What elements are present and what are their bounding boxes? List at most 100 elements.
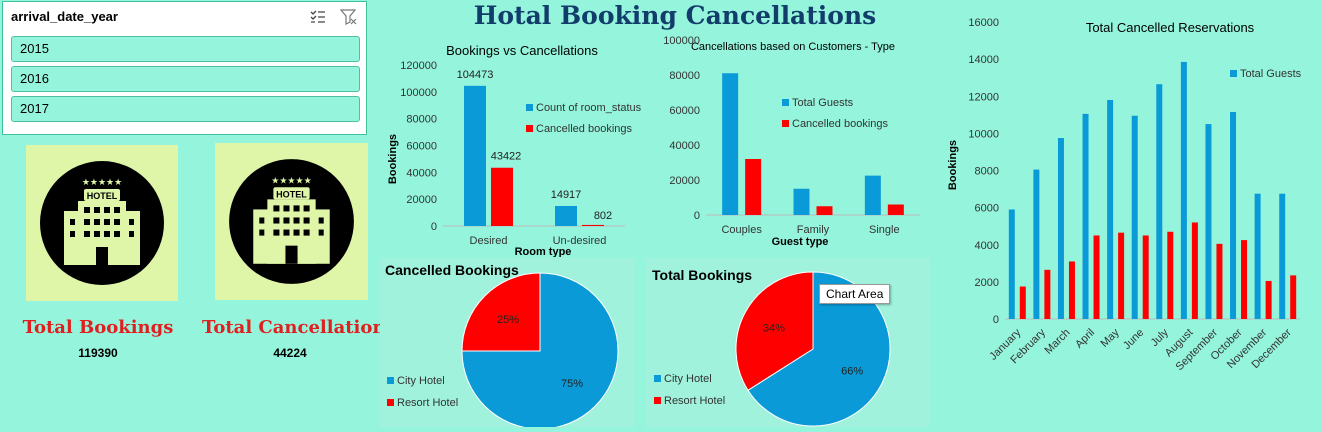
x-tick-label: Single [869,224,900,236]
bar-1-2 [887,204,904,215]
pie-legend-swatch-1 [387,399,394,406]
slicer-item-2016[interactable]: 2016 [11,66,360,92]
y-tick-label: 0 [993,314,999,326]
bar-0-1 [793,188,810,215]
pie-value-label-1: 25% [497,314,519,326]
hotel-building-icon: ★★★★★ HOTEL [40,161,164,285]
chart-title: Bookings vs Cancellations [446,43,598,58]
bar-1-5 [1142,235,1149,319]
slicer-item-2017[interactable]: 2017 [11,96,360,122]
room-type-chart: Bookings vs Cancellations 0 20000 40000 6000… [387,43,642,258]
y-tick-label: 16000 [968,17,999,29]
pie-title: Cancelled Bookings [385,262,519,278]
pie-legend-entry-1: Resort Hotel [664,395,725,407]
bar-1-11 [1290,275,1297,319]
guest-type-chart-panel[interactable]: Cancellations based on Customers - Type 0… [648,32,925,252]
bar-0-1 [555,205,577,226]
bar-0-8 [1205,124,1212,319]
bar-1-10 [1265,280,1272,319]
bar-0-0 [1008,209,1015,319]
bar-0-0 [722,73,739,215]
legend-entry-0: Total Guests [1240,68,1302,80]
y-axis-label: Bookings [947,140,959,190]
bar-0-6 [1156,84,1163,319]
bar-0-4 [1107,99,1114,320]
x-tick-label: June [1121,327,1146,352]
legend-swatch-0 [1230,70,1237,77]
total-bookings-card: ★★★★★ HOTEL [26,145,178,301]
svg-text:HOTEL: HOTEL [276,189,307,199]
total-cancellations-label: Total Cancellations [202,317,396,338]
x-tick-label: May [1099,326,1123,350]
x-tick-label: April [1073,327,1097,351]
bar-0-1 [1033,169,1040,319]
legend-entry-1: Cancelled bookings [792,118,889,130]
total-cancellations-card: ★★★★★ HOTEL [215,143,368,300]
pie-slice-1 [461,272,541,352]
legend-entry-1: Cancelled bookings [536,123,633,135]
cancelled-pie-panel[interactable]: Cancelled Bookings 75% 25% City Hotel Resort… [380,258,635,430]
x-tick-label: Desired [470,235,508,247]
slicer-item-2015[interactable]: 2015 [11,36,360,62]
pie-value-label-0: 66% [841,366,863,378]
monthly-chart-panel[interactable]: Total Cancelled Reservations 0 2000 4000 600… [940,10,1310,420]
slicer-title: arrival_date_year [11,9,118,24]
hotel-building-icon: ★★★★★ HOTEL [229,159,354,284]
bar-1-0 [1019,286,1026,319]
y-tick-label: 20000 [669,175,700,187]
legend-swatch-0 [782,99,789,106]
y-axis-label: Bookings [387,134,399,184]
y-tick-label: 6000 [975,203,999,215]
bar-1-9 [1241,240,1248,319]
cancelled-pie-chart: Cancelled Bookings 75% 25% City Hotel Resort… [385,262,619,430]
pie-value-label-0: 75% [561,378,583,390]
data-label: 802 [594,210,612,222]
bar-1-4 [1118,232,1125,319]
bar-0-3 [1082,113,1089,320]
multi-select-icon[interactable] [309,8,327,26]
bar-0-0 [464,85,486,226]
y-tick-label: 60000 [406,141,437,153]
y-tick-label: 100000 [400,87,437,99]
total-bookings-label: Total Bookings [22,317,174,338]
data-label: 104473 [457,69,494,81]
bar-1-0 [491,167,513,226]
year-slicer: arrival_date_year 2015 2016 2017 [2,1,367,135]
pie-slice-0 [461,272,619,430]
bar-0-11 [1279,193,1286,319]
y-tick-label: 100000 [663,35,700,47]
total-pie-chart: Total Bookings 66% 34% City Hotel Resort Hot… [652,267,891,427]
bar-1-1 [582,224,604,226]
x-tick-label: Family [797,224,830,236]
pie-value-label-1: 34% [763,322,785,334]
y-tick-label: 40000 [669,140,700,152]
room-type-chart-panel[interactable]: Bookings vs Cancellations 0 20000 40000 6000… [383,37,645,258]
bar-0-10 [1254,193,1261,319]
bar-1-7 [1191,222,1198,319]
y-tick-label: 60000 [669,105,700,117]
chart-title: Total Cancelled Reservations [1086,20,1255,35]
legend-entry-0: Total Guests [792,97,854,109]
bar-0-5 [1131,115,1138,319]
dashboard-title: Hotal Booking Cancellations [473,1,877,30]
y-tick-label: 10000 [968,128,999,140]
x-tick-label: March [1042,327,1072,357]
bar-1-1 [816,206,833,215]
chart-title: Cancellations based on Customers - Type [691,41,895,53]
legend-swatch-1 [782,120,789,127]
bar-0-9 [1230,112,1237,319]
y-tick-label: 80000 [669,70,700,82]
x-tick-label: Couples [721,224,762,236]
legend-swatch-0 [526,104,533,111]
pie-legend-entry-1: Resort Hotel [397,397,458,409]
y-tick-label: 12000 [968,91,999,103]
svg-text:HOTEL: HOTEL [87,191,118,201]
pie-legend-swatch-0 [654,375,661,382]
total-pie-panel[interactable]: Total Bookings 66% 34% City Hotel Resort Hot… [645,258,930,427]
clear-filter-icon[interactable] [339,8,357,26]
bar-1-3 [1093,235,1100,319]
bar-1-2 [1068,261,1075,319]
y-tick-label: 40000 [406,167,437,179]
y-tick-label: 80000 [406,114,437,126]
x-axis-label: Guest type [772,236,829,248]
